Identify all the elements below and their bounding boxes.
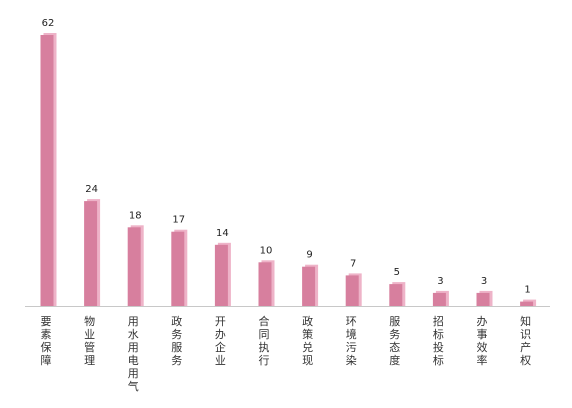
data-label-6: 9 — [306, 250, 312, 261]
x-tick-label-0: 要素保障 — [41, 315, 52, 367]
bar-11 — [520, 301, 534, 306]
data-label-3: 17 — [172, 215, 185, 226]
bar-9 — [432, 292, 446, 306]
x-tick-label-6: 政策兑现 — [302, 314, 313, 367]
data-label-9: 3 — [437, 276, 443, 287]
x-tick-label-1: 物业管理 — [84, 314, 95, 367]
bar-7 — [345, 275, 359, 306]
x-tick-label-4: 开办企业 — [215, 315, 226, 367]
data-label-4: 14 — [216, 228, 229, 239]
data-label-0: 62 — [42, 18, 55, 29]
x-tick-label-2: 用水用电用气 — [128, 315, 139, 393]
data-label-11: 1 — [524, 285, 530, 296]
x-tick-label-8: 服务态度 — [389, 315, 400, 367]
x-tick-label-10: 办事效率 — [477, 315, 488, 367]
bar-1 — [84, 201, 98, 306]
data-label-10: 3 — [481, 276, 487, 287]
x-tick-label-5: 合同执行 — [259, 314, 270, 367]
x-tick-label-9: 招标投标 — [433, 314, 444, 367]
bars-layer — [40, 33, 537, 306]
bar-5 — [258, 262, 272, 306]
category-ticks-layer: 要素保障 物业管理 用水用电用气 政务服务 开办企业 合同执行 政策兑现 环境污染 服务态度 招标… — [41, 314, 532, 393]
data-label-8: 5 — [394, 267, 400, 278]
bar-0 — [40, 35, 54, 306]
data-label-5: 10 — [260, 245, 273, 256]
value-labels-layer: 62 24 18 17 14 10 9 7 5 3 3 1 — [42, 18, 531, 296]
bar-8 — [389, 284, 403, 306]
x-tick-label-11: 知识产权 — [520, 314, 531, 367]
data-label-7: 7 — [350, 258, 356, 269]
x-tick-label-7: 环境污染 — [346, 315, 357, 367]
data-label-1: 24 — [85, 184, 98, 195]
bar-6 — [302, 266, 316, 306]
bar-10 — [476, 292, 490, 306]
bar-4 — [214, 244, 228, 306]
x-tick-label-3: 政务服务 — [171, 314, 182, 367]
bar-2 — [127, 227, 141, 306]
data-label-2: 18 — [129, 210, 142, 221]
bar-3 — [171, 231, 185, 306]
